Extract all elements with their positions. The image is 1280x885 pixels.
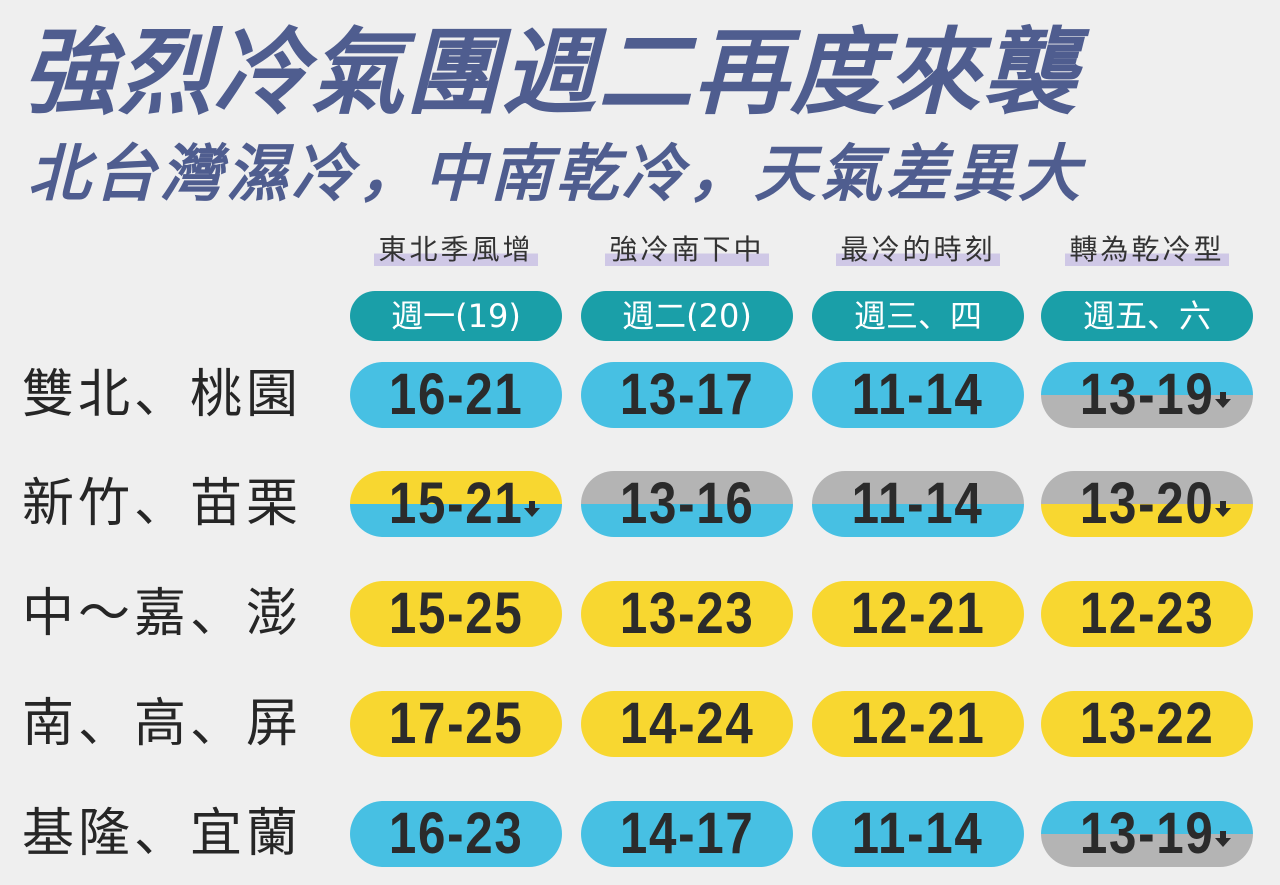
region-label: 雙北、桃園 <box>22 365 303 425</box>
temperature-range: 15-21 <box>388 471 524 536</box>
temperature-cell: 11-14 <box>812 362 1024 428</box>
temperature-range: 12-21 <box>850 581 986 646</box>
temperature-cell: 13-19 <box>1041 801 1253 867</box>
down-arrow-icon <box>1215 501 1231 517</box>
temperature-cell: 14-17 <box>581 801 793 867</box>
day-header: 週二(20) <box>581 291 793 341</box>
temperature-cell: 13-22 <box>1041 691 1253 757</box>
temperature-range: 11-14 <box>852 362 984 427</box>
region-label: 中～嘉、澎 <box>22 584 303 644</box>
temperature-cell: 11-14 <box>812 471 1024 537</box>
temperature-cell: 16-21 <box>350 362 562 428</box>
phase-label: 轉為乾冷型 <box>1047 230 1247 270</box>
temperature-range: 11-14 <box>852 801 984 866</box>
temperature-cell: 13-16 <box>581 471 793 537</box>
page-title: 強烈冷氣團週二再度來襲 <box>22 19 1079 128</box>
temperature-range: 14-17 <box>619 801 755 866</box>
page-subtitle: 北台灣濕冷，中南乾冷，天氣差異大 <box>28 137 1085 210</box>
temperature-cell: 13-23 <box>581 581 793 647</box>
temperature-range: 17-25 <box>388 691 524 756</box>
temperature-cell: 12-21 <box>812 691 1024 757</box>
temperature-cell: 12-21 <box>812 581 1024 647</box>
temperature-range: 13-22 <box>1079 691 1215 756</box>
temperature-range: 13-19 <box>1079 362 1215 427</box>
phase-label-text: 轉為乾冷型 <box>1065 233 1229 266</box>
temperature-range: 16-21 <box>388 362 524 427</box>
temperature-range: 13-17 <box>619 362 755 427</box>
region-label: 基隆、宜蘭 <box>22 804 303 864</box>
phase-label-text: 最冷的時刻 <box>836 233 1000 266</box>
temperature-range: 11-14 <box>852 471 984 536</box>
temperature-range: 16-23 <box>388 801 524 866</box>
down-arrow-icon <box>1215 392 1231 408</box>
temperature-cell: 13-20 <box>1041 471 1253 537</box>
day-header: 週一(19) <box>350 291 562 341</box>
region-label: 新竹、苗栗 <box>22 474 303 534</box>
day-header: 週三、四 <box>812 291 1024 341</box>
temperature-range: 13-16 <box>619 471 755 536</box>
temperature-cell: 17-25 <box>350 691 562 757</box>
down-arrow-icon <box>524 501 540 517</box>
down-arrow-icon <box>1215 831 1231 847</box>
phase-label: 東北季風增 <box>356 230 556 270</box>
temperature-range: 15-25 <box>388 581 524 646</box>
temperature-range: 12-21 <box>850 691 986 756</box>
phase-label-text: 強冷南下中 <box>605 233 769 266</box>
temperature-cell: 12-23 <box>1041 581 1253 647</box>
temperature-range: 12-23 <box>1079 581 1215 646</box>
day-header: 週五、六 <box>1041 291 1253 341</box>
temperature-cell: 15-25 <box>350 581 562 647</box>
temperature-range: 14-24 <box>619 691 755 756</box>
phase-label: 最冷的時刻 <box>818 230 1018 270</box>
temperature-range: 13-20 <box>1079 471 1215 536</box>
temperature-cell: 15-21 <box>350 471 562 537</box>
temperature-cell: 13-19 <box>1041 362 1253 428</box>
temperature-cell: 11-14 <box>812 801 1024 867</box>
temperature-cell: 16-23 <box>350 801 562 867</box>
region-label: 南、高、屏 <box>22 694 303 754</box>
temperature-range: 13-23 <box>619 581 755 646</box>
temperature-cell: 14-24 <box>581 691 793 757</box>
temperature-cell: 13-17 <box>581 362 793 428</box>
temperature-range: 13-19 <box>1079 801 1215 866</box>
phase-label: 強冷南下中 <box>587 230 787 270</box>
phase-label-text: 東北季風增 <box>374 233 538 266</box>
